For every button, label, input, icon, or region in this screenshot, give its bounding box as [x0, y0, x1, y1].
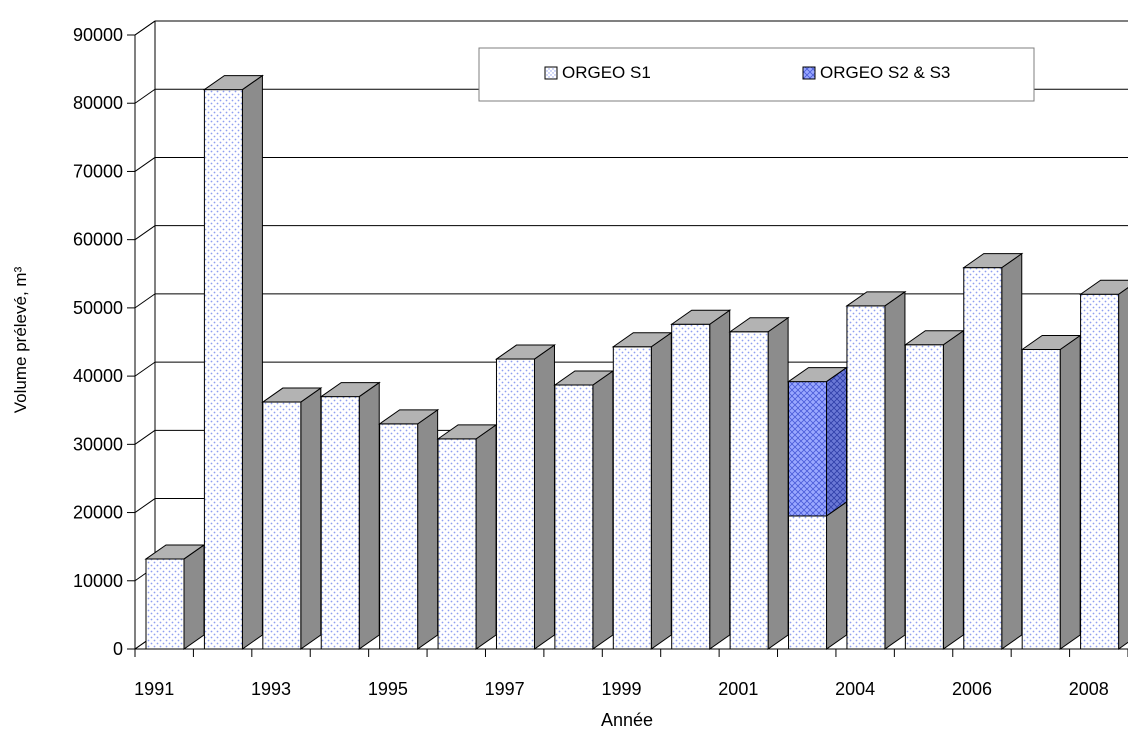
- bar-1992: [203, 89, 243, 650]
- y-tick-label: 80000: [73, 93, 123, 113]
- y-axis: 0 10000 20000 30000 40000 50000 60000 70000 8000…: [73, 25, 136, 659]
- bar-side-2005: [942, 329, 964, 650]
- legend-box: [478, 47, 1035, 102]
- bar-side-2002: [826, 366, 848, 517]
- x-axis-label: Année: [601, 710, 653, 730]
- bar-top-1993: [261, 387, 323, 403]
- bar-side-1998: [592, 370, 614, 650]
- x-tick-label: 1995: [368, 679, 408, 699]
- y-tick-label: 10000: [73, 571, 123, 591]
- bar-side-2000: [709, 309, 731, 650]
- gridline-side: [134, 361, 156, 377]
- bar-2002: [788, 515, 828, 650]
- bar-side-1994: [358, 381, 380, 650]
- bar-2008: [1080, 293, 1120, 650]
- bar-1996: [437, 438, 477, 650]
- bar-side-2001: [767, 316, 789, 650]
- y-tick-label: 60000: [73, 230, 123, 250]
- bar-2002: [788, 381, 828, 517]
- bar-top-2000: [670, 309, 732, 325]
- bar-side-1993: [300, 387, 322, 650]
- bar-side-1991: [183, 543, 205, 650]
- bar-top-1995: [378, 409, 440, 425]
- y-tick-label: 70000: [73, 161, 123, 181]
- bar-2004: [846, 305, 886, 650]
- bar-side-2007: [1059, 334, 1081, 650]
- x-tick-label: 1991: [134, 679, 174, 699]
- bar-side-2006: [1001, 252, 1023, 650]
- bar-1993: [262, 401, 302, 650]
- legend: ORGEO S1 ORGEO S2 & S3: [478, 47, 1035, 102]
- gridline-side: [134, 293, 156, 309]
- bar-side-1996: [475, 423, 497, 650]
- bar-side-1999: [650, 331, 672, 650]
- legend-label-orgeo-s2-s3: ORGEO S2 & S3: [820, 63, 950, 82]
- bar-1995: [379, 423, 419, 650]
- bar-side-1995: [417, 408, 439, 650]
- y-tick-label: 0: [113, 639, 123, 659]
- bar-1997: [495, 358, 535, 650]
- bar-top-2006: [962, 253, 1024, 269]
- bar-top-2008: [1079, 279, 1128, 295]
- bar-1998: [554, 384, 594, 650]
- bar-2007: [1021, 349, 1061, 650]
- legend-swatch-orgeo-s2-s3: [802, 66, 816, 80]
- x-tick-label: 2001: [718, 679, 758, 699]
- y-axis-label: Volume prélevé, m³: [11, 266, 30, 413]
- bar-side-2004: [884, 290, 906, 650]
- gridline-side: [134, 157, 156, 172]
- gridline-side: [134, 498, 156, 513]
- y-tick-label: 30000: [73, 434, 123, 454]
- bar-top-2004: [845, 291, 907, 307]
- bar-2001: [729, 331, 769, 650]
- y-tick-label: 90000: [73, 25, 123, 45]
- legend-swatch-orgeo-s1: [544, 66, 558, 80]
- y-tick-label: 40000: [73, 366, 123, 386]
- bar-2005: [904, 344, 944, 650]
- bars: [144, 74, 1128, 650]
- x-tick-label: 1997: [485, 679, 525, 699]
- bar-top-2001: [728, 317, 790, 333]
- gridline-side: [134, 20, 156, 36]
- bar-side-2008: [1118, 287, 1128, 650]
- gridline-side: [134, 225, 156, 241]
- bar-top-1997: [494, 344, 557, 360]
- bar-2006: [963, 267, 1003, 650]
- x-tick-label: 1993: [251, 679, 291, 699]
- x-axis: 1991 1993 1995 1997 1999 2001 2004 2006 2008: [134, 648, 1128, 699]
- bar-side-2002: [826, 501, 848, 650]
- gridline-side: [134, 429, 156, 445]
- bar-side-1992: [241, 74, 263, 650]
- bar-1999: [612, 346, 652, 650]
- x-tick-label: 2004: [835, 679, 875, 699]
- bar-1994: [320, 396, 360, 650]
- gridline-side: [134, 88, 156, 104]
- y-tick-label: 50000: [73, 298, 123, 318]
- bar-top-1994: [319, 382, 381, 398]
- legend-label-orgeo-s1: ORGEO S1: [562, 63, 651, 82]
- x-tick-label: 2006: [952, 679, 992, 699]
- bar-1991: [145, 558, 185, 650]
- bar-top-1992: [202, 75, 264, 91]
- y-tick-label: 20000: [73, 503, 123, 523]
- bar-side-1997: [533, 344, 555, 650]
- x-tick-label: 1999: [601, 679, 641, 699]
- x-tick-label: 2008: [1069, 679, 1109, 699]
- bar-2000: [671, 323, 711, 650]
